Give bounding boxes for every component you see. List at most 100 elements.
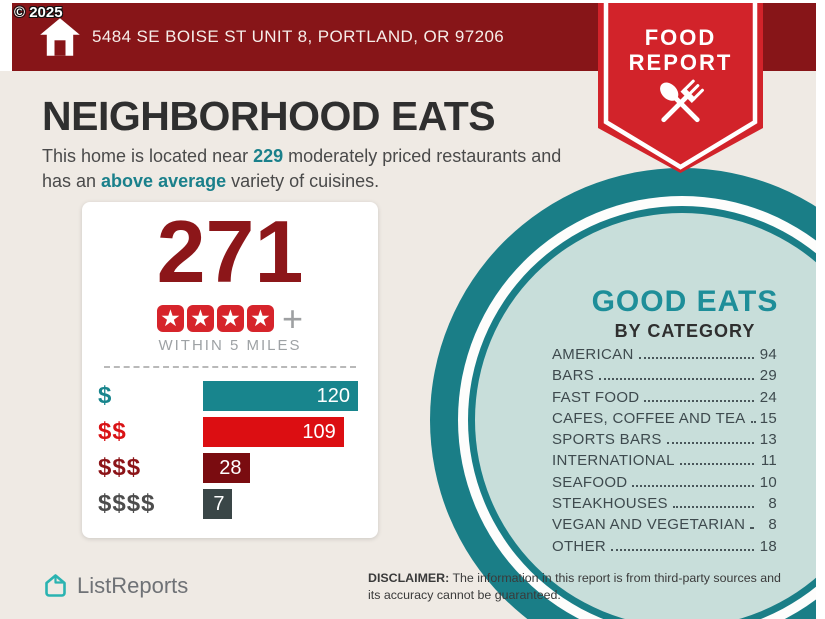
bar: 7	[203, 489, 233, 519]
bar-track: 28	[203, 453, 358, 483]
category-row: VEGAN AND VEGETARIAN 8	[552, 516, 777, 537]
copyright-watermark: © 2025	[14, 4, 63, 21]
subtitle: This home is located near 229 moderately…	[42, 144, 582, 194]
category-label: INTERNATIONAL	[552, 452, 675, 470]
bar-row: $120	[98, 381, 358, 411]
crossed-spoon-fork-icon	[660, 79, 704, 123]
disclaimer-text: The information in this report is from t…	[368, 571, 781, 602]
page-margin-left	[0, 0, 12, 71]
dotted-leader	[750, 527, 754, 530]
badge-line1-text: FOOD	[645, 25, 717, 50]
dotted-leader	[632, 484, 754, 487]
good-eats-subtitle: BY CATEGORY	[614, 321, 756, 341]
category-row: FAST FOOD 24	[552, 389, 777, 410]
listreports-logo-text: ListReports	[77, 572, 189, 598]
category-value: 11	[760, 452, 777, 470]
category-value: 29	[759, 367, 777, 385]
dashed-divider	[104, 366, 356, 368]
listreports-logo: ListReports	[42, 572, 188, 599]
dotted-leader	[644, 399, 754, 402]
price-level-label: $$	[98, 418, 127, 445]
category-label: AMERICAN	[552, 346, 634, 363]
category-label: SEAFOOD	[552, 473, 628, 491]
category-label: OTHER	[552, 537, 606, 555]
category-row: BARS 29	[552, 367, 777, 388]
category-value: 10	[759, 473, 777, 491]
badge-line2-text: REPORT	[629, 50, 733, 75]
bar-row: $$$ 28	[98, 453, 358, 483]
category-row: INTERNATIONAL 11	[552, 452, 777, 473]
price-level-label: $$$$	[98, 490, 156, 517]
dotted-leader	[666, 442, 754, 445]
category-value: 13	[759, 431, 777, 449]
category-label: STEAKHOUSES	[552, 495, 668, 513]
subtitle-highlight: 229	[253, 146, 284, 166]
star-icon: ★	[246, 305, 274, 332]
category-row: OTHER 18	[552, 538, 777, 559]
dotted-leader	[599, 378, 754, 381]
category-value: 18	[759, 537, 777, 555]
property-address: 5484 SE BOISE ST UNIT 8, PORTLAND, OR 97…	[92, 27, 505, 46]
page-title: NEIGHBORHOOD EATS	[42, 93, 496, 139]
category-label: VEGAN AND VEGETARIAN	[552, 516, 746, 534]
dotted-leader	[672, 506, 754, 509]
dotted-leader	[638, 357, 754, 359]
star-icon: ★	[186, 305, 214, 332]
category-label: SPORTS BARS	[552, 431, 662, 449]
category-list: AMERICAN 94 BARS 29 FAST FOOD 24 CAFES, COFFEE…	[552, 346, 777, 559]
subtitle-highlight: above average	[101, 170, 227, 191]
bar-row: $$ 109	[98, 417, 358, 447]
dotted-leader	[750, 420, 754, 423]
dotted-leader	[611, 548, 754, 551]
category-circle-fill	[475, 213, 825, 619]
bar-track: 109	[203, 417, 358, 447]
within-miles-label: WITHIN 5 MILES	[158, 337, 302, 354]
category-row: AMERICAN 94	[552, 346, 777, 367]
food-report-ribbon-badge: FOOD REPORT	[598, 0, 763, 173]
price-level-label: $$$	[98, 454, 142, 481]
star-rating: ★ ★ ★ ★ +	[82, 298, 378, 339]
total-restaurants-count: 271	[156, 202, 304, 301]
bar: 109	[203, 417, 344, 447]
star-icon: ★	[216, 305, 244, 332]
category-row: STEAKHOUSES 8	[552, 495, 777, 516]
good-eats-header: GOOD EATS BY CATEGORY	[545, 285, 825, 342]
listreports-house-icon	[45, 574, 66, 597]
subtitle-text: variety of cuisines.	[226, 170, 380, 191]
category-row: SEAFOOD 10	[552, 474, 777, 495]
category-value: 15	[759, 409, 777, 427]
bar-value: 120	[316, 384, 350, 407]
disclaimer-label: DISCLAIMER:	[368, 571, 450, 585]
page-margin-right	[816, 0, 825, 619]
price-bar-chart: $120 $$ 109 $$$ 28 $$$$ 7	[82, 381, 378, 519]
bar-track: 120	[203, 381, 358, 411]
category-row: CAFES, COFFEE AND TEA 15	[552, 410, 777, 431]
bar-value: 28	[219, 456, 242, 479]
bar-value: 7	[213, 492, 225, 515]
category-value: 24	[759, 388, 777, 406]
category-label: BARS	[552, 367, 595, 385]
disclaimer: DISCLAIMER: The information in this repo…	[368, 570, 788, 603]
price-level-label: $	[98, 382, 113, 409]
page-margin-top	[0, 0, 825, 3]
restaurant-summary-card: 271 ★ ★ ★ ★ + WITHIN 5 MILES $120 $$ 109 $$$ 28 $…	[82, 202, 378, 538]
plus-icon: +	[281, 298, 304, 339]
category-label: FAST FOOD	[552, 388, 640, 406]
category-label: CAFES, COFFEE AND TEA	[552, 409, 746, 427]
category-value: 8	[768, 495, 777, 513]
bar-value: 109	[302, 420, 336, 443]
subtitle-text: This home is located near	[42, 146, 254, 166]
good-eats-title: GOOD EATS	[591, 285, 779, 318]
dotted-leader	[679, 463, 754, 466]
home-icon	[40, 18, 80, 56]
bar: 120	[203, 381, 358, 411]
star-icon: ★	[156, 305, 184, 332]
category-value: 8	[768, 516, 777, 534]
bar-track: 7	[203, 489, 358, 519]
subtitle-text: moderately priced restaurants and has an	[42, 146, 562, 191]
category-value: 94	[759, 346, 777, 363]
bar-row: $$$$ 7	[98, 489, 358, 519]
category-row: SPORTS BARS 13	[552, 431, 777, 452]
bar: 28	[203, 453, 250, 483]
